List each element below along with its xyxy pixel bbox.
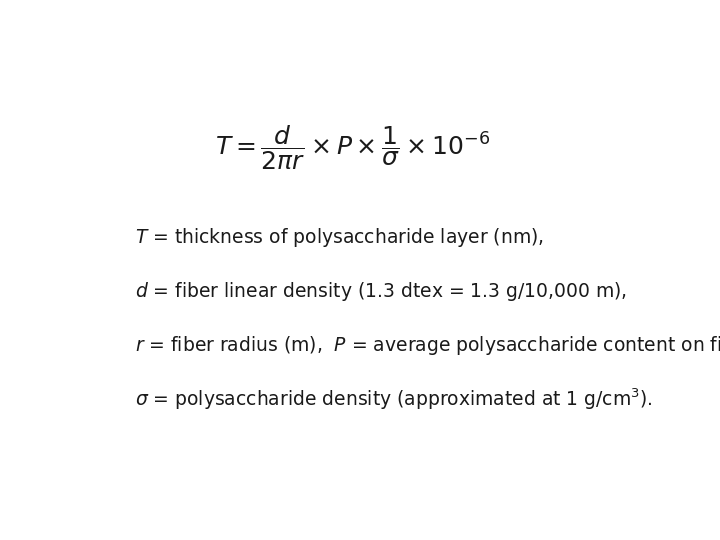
Text: $d$ = fiber linear density (1.3 dtex = 1.3 g/10,000 m),: $d$ = fiber linear density (1.3 dtex = 1… [135, 280, 626, 303]
Text: $T$ = thickness of polysaccharide layer (nm),: $T$ = thickness of polysaccharide layer … [135, 226, 544, 249]
Text: $\sigma$ = polysaccharide density (approximated at 1 g/cm$^{3}$).: $\sigma$ = polysaccharide density (appro… [135, 387, 652, 412]
Text: $T = \dfrac{d}{2\pi r} \times P \times \dfrac{1}{\sigma} \times 10^{-6}$: $T = \dfrac{d}{2\pi r} \times P \times \… [215, 124, 490, 172]
Text: $r$ = fiber radius (m),  $P$ = average polysaccharide content on fiber (g/g),: $r$ = fiber radius (m), $P$ = average po… [135, 334, 720, 357]
